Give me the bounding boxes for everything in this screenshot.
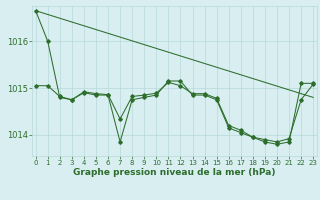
X-axis label: Graphe pression niveau de la mer (hPa): Graphe pression niveau de la mer (hPa) — [73, 168, 276, 177]
